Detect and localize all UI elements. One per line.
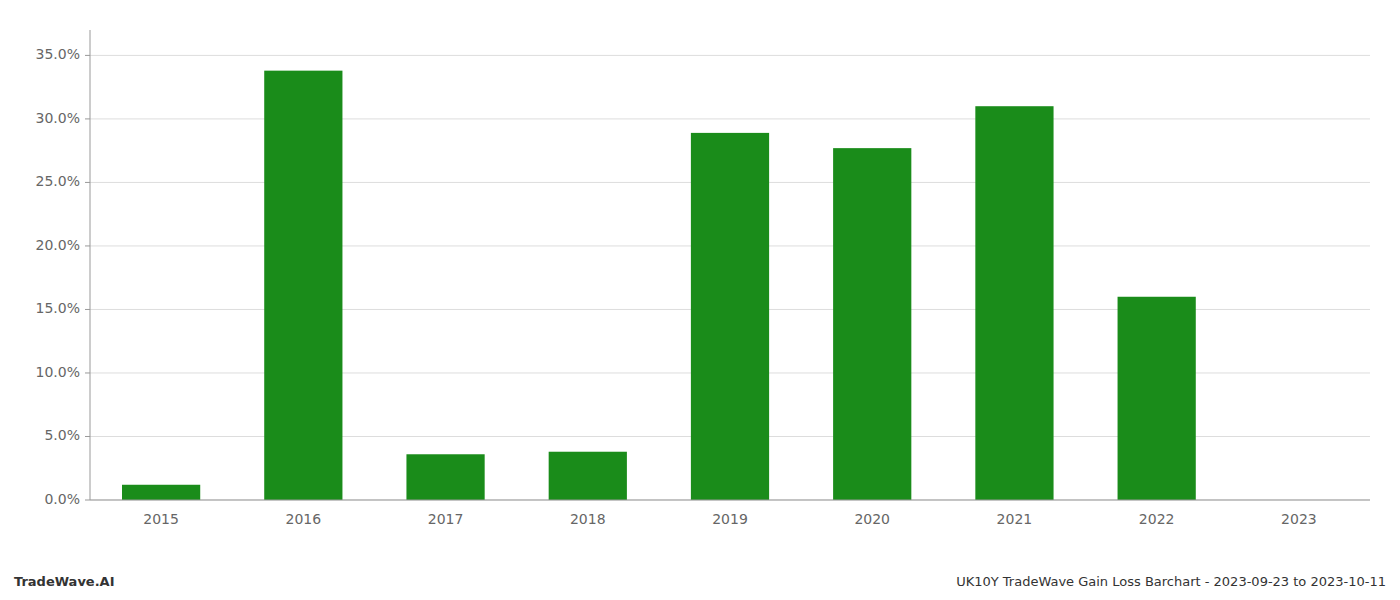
x-tick-label: 2016 xyxy=(286,511,322,527)
y-axis-line xyxy=(90,30,91,500)
grid-line xyxy=(90,55,1370,56)
footer-right: UK10Y TradeWave Gain Loss Barchart - 202… xyxy=(956,574,1386,589)
y-tick-label: 20.0% xyxy=(36,237,80,253)
y-tick xyxy=(85,309,90,310)
grid-line xyxy=(90,500,1370,501)
y-tick xyxy=(85,436,90,437)
x-tick-label: 2019 xyxy=(712,511,748,527)
y-tick xyxy=(85,245,90,246)
y-tick-label: 15.0% xyxy=(36,300,80,316)
bars xyxy=(122,71,1196,500)
bar xyxy=(549,452,627,500)
y-tick xyxy=(85,372,90,373)
y-tick-label: 30.0% xyxy=(36,110,80,126)
x-axis-line xyxy=(90,500,1370,501)
y-tick xyxy=(85,118,90,119)
grid xyxy=(90,55,1370,500)
chart-container: 0.0% 5.0% 10.0% 15.0% 20.0% 25.0% 30.0% 35.0% 20… xyxy=(0,0,1400,600)
y-tick-label: 0.0% xyxy=(44,491,80,507)
y-tick-label: 5.0% xyxy=(44,427,80,443)
y-tick xyxy=(85,55,90,56)
x-tick-label: 2018 xyxy=(570,511,606,527)
bar xyxy=(975,106,1053,500)
bar xyxy=(264,71,342,500)
bar xyxy=(1118,297,1196,500)
bar xyxy=(122,485,200,500)
y-tick-label: 10.0% xyxy=(36,364,80,380)
y-tick-label: 25.0% xyxy=(36,173,80,189)
bar xyxy=(406,454,484,500)
chart-svg: 0.0% 5.0% 10.0% 15.0% 20.0% 25.0% 30.0% 35.0% 20… xyxy=(0,0,1400,600)
x-tick-label: 2020 xyxy=(854,511,890,527)
y-tick-label: 35.0% xyxy=(36,46,80,62)
x-axis: 2015 2016 2017 2018 2019 2020 2021 2022 2023 xyxy=(90,500,1370,527)
y-tick xyxy=(85,500,90,501)
y-tick xyxy=(85,182,90,183)
bar xyxy=(833,148,911,500)
y-axis: 0.0% 5.0% 10.0% 15.0% 20.0% 25.0% 30.0% 35.0% xyxy=(36,30,90,507)
footer-left: TradeWave.AI xyxy=(14,574,115,589)
x-tick-label: 2022 xyxy=(1139,511,1175,527)
x-tick-label: 2021 xyxy=(997,511,1033,527)
bar xyxy=(691,133,769,500)
x-tick-label: 2015 xyxy=(143,511,179,527)
x-tick-label: 2017 xyxy=(428,511,464,527)
footer: TradeWave.AI UK10Y TradeWave Gain Loss Ba… xyxy=(14,574,1386,589)
x-tick-label: 2023 xyxy=(1281,511,1317,527)
